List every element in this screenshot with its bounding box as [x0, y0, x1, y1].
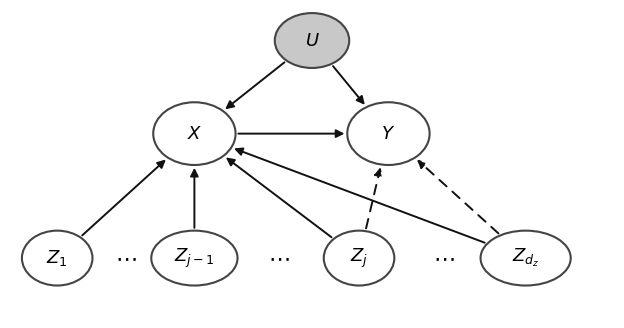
Text: $Z_1$: $Z_1$ [46, 248, 68, 268]
Ellipse shape [275, 13, 349, 68]
Text: $Z_j$: $Z_j$ [350, 246, 368, 270]
Ellipse shape [22, 231, 92, 285]
FancyArrowPatch shape [228, 159, 331, 237]
Text: $\cdots$: $\cdots$ [268, 248, 290, 268]
FancyArrowPatch shape [333, 66, 363, 103]
Text: $\mathit{X}$: $\mathit{X}$ [187, 125, 202, 143]
FancyArrowPatch shape [419, 161, 499, 234]
Text: $\mathit{Y}$: $\mathit{Y}$ [381, 125, 396, 143]
Ellipse shape [154, 102, 236, 165]
FancyArrowPatch shape [366, 169, 382, 228]
Ellipse shape [348, 102, 429, 165]
Text: $\cdots$: $\cdots$ [434, 248, 455, 268]
Ellipse shape [324, 231, 394, 285]
Text: $\mathit{U}$: $\mathit{U}$ [305, 31, 319, 50]
FancyArrowPatch shape [191, 170, 198, 228]
Ellipse shape [151, 231, 238, 285]
Text: $Z_{d_z}$: $Z_{d_z}$ [512, 247, 539, 269]
Ellipse shape [480, 231, 571, 285]
FancyArrowPatch shape [238, 130, 343, 137]
FancyArrowPatch shape [236, 149, 485, 243]
FancyArrowPatch shape [227, 62, 285, 108]
Text: $Z_{j-1}$: $Z_{j-1}$ [174, 246, 215, 270]
FancyArrowPatch shape [82, 161, 164, 236]
Text: $\cdots$: $\cdots$ [115, 248, 137, 268]
